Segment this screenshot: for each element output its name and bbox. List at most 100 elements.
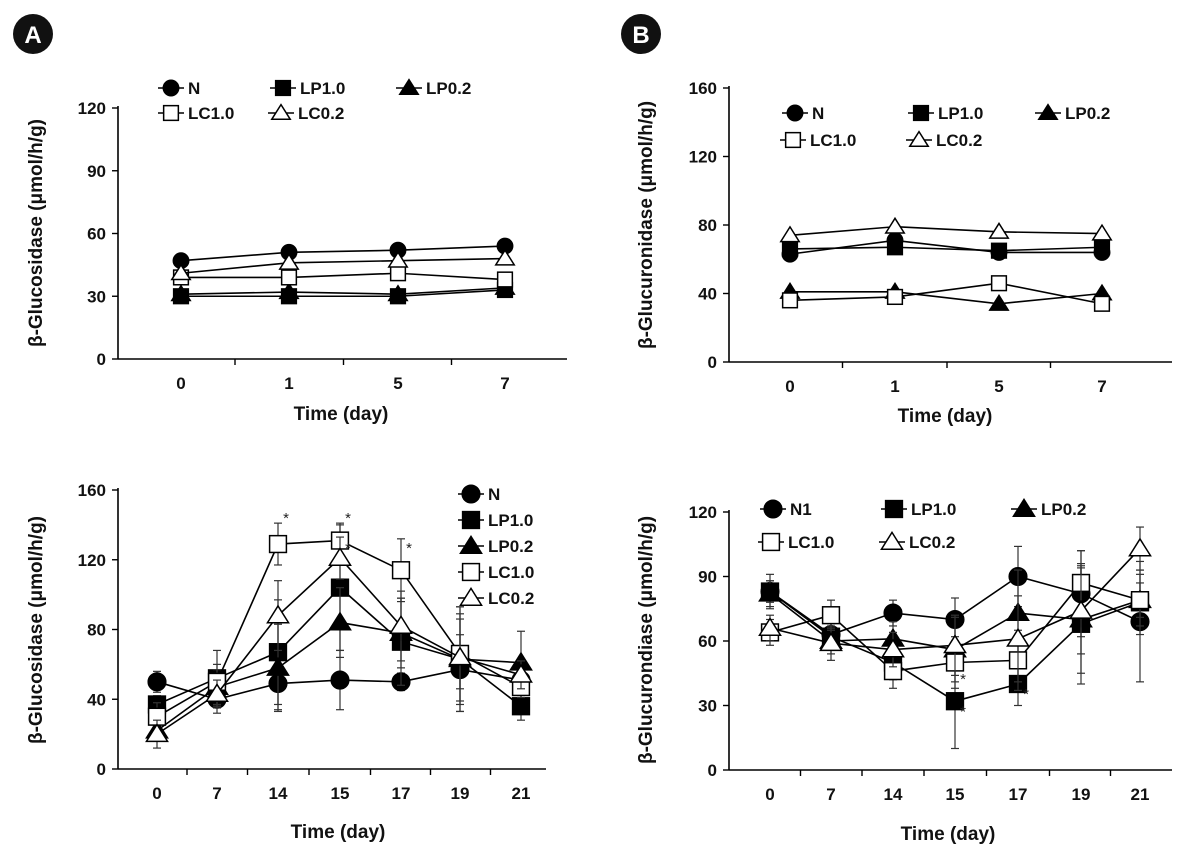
- data-point: [821, 606, 841, 625]
- series-line: [180, 257, 506, 275]
- legend-marker: [784, 131, 802, 149]
- data-point: [1091, 223, 1113, 241]
- x-axis-title: Time (day): [291, 822, 386, 843]
- data-point: [1006, 627, 1030, 647]
- legend-marker: [884, 499, 904, 519]
- legend-item: N: [158, 79, 200, 98]
- data-point: [266, 604, 290, 624]
- legend-label: LP1.0: [488, 511, 533, 530]
- legend-marker: [912, 104, 930, 122]
- data-point: [205, 683, 229, 702]
- data-point: [496, 271, 514, 288]
- x-tick-label: 15: [946, 785, 965, 804]
- legend-item: N: [458, 484, 500, 504]
- legend-marker: [763, 499, 783, 519]
- panel-b-letter: B: [632, 22, 649, 49]
- legend-label: N1: [790, 500, 812, 519]
- legend-item: LP1.0: [881, 499, 956, 519]
- legend-marker: [162, 79, 180, 97]
- legend-item: N: [782, 104, 824, 123]
- legend-item: LP1.0: [458, 510, 533, 530]
- x-tick-label: 17: [1009, 785, 1028, 804]
- x-tick-label: 1: [890, 377, 899, 396]
- x-tick-label: 1: [284, 374, 293, 393]
- data-point: [328, 611, 352, 631]
- x-tick-label: 0: [765, 785, 774, 804]
- data-point: [266, 656, 290, 676]
- y-tick-label: 160: [689, 79, 717, 98]
- legend-label: LC1.0: [488, 563, 534, 582]
- series-line: [181, 289, 506, 298]
- x-tick-label: 0: [176, 374, 185, 393]
- x-tick-label: 19: [1072, 785, 1091, 804]
- legend-label: LP0.2: [426, 79, 471, 98]
- data-point: [1093, 239, 1111, 256]
- series-line: [789, 246, 1103, 252]
- x-tick-label: 5: [393, 374, 402, 393]
- data-point: [883, 603, 903, 623]
- x-tick-label: 7: [826, 785, 835, 804]
- legend-marker: [1012, 497, 1036, 517]
- series-lp0-2: [779, 281, 1113, 311]
- data-point: [988, 293, 1010, 311]
- legend-item: LP0.2: [1035, 103, 1110, 123]
- data-point: [886, 239, 904, 256]
- y-tick-label: 90: [87, 162, 106, 181]
- legend-label: LP0.2: [488, 537, 533, 556]
- x-tick-label: 14: [884, 785, 903, 804]
- legend-item: N1: [760, 499, 812, 519]
- series-lc0-2: [145, 536, 533, 749]
- legend-label: LC0.2: [488, 589, 534, 608]
- y-tick-label: 0: [708, 353, 717, 372]
- legend-label: LC0.2: [936, 131, 982, 150]
- data-point: [278, 252, 300, 270]
- y-axis-title: β-Glucosidase (μmol/h/g): [26, 516, 47, 744]
- legend-label: LC0.2: [298, 104, 344, 123]
- y-tick-label: 0: [708, 761, 717, 780]
- legend-label: LP0.2: [1065, 104, 1110, 123]
- legend-label: N: [188, 79, 200, 98]
- legend-label: LC1.0: [188, 104, 234, 123]
- data-point: [278, 282, 300, 300]
- legend-item: LC0.2: [879, 530, 955, 552]
- y-tick-label: 60: [698, 632, 717, 651]
- y-tick-label: 120: [78, 551, 106, 570]
- legend-item: LP0.2: [396, 78, 471, 98]
- legend-item: LC1.0: [758, 532, 834, 552]
- legend-item: LC1.0: [780, 131, 856, 150]
- panel-a-letter: A: [24, 22, 41, 49]
- legend-marker: [880, 530, 904, 550]
- legend-marker: [459, 534, 483, 554]
- x-axis-title: Time (day): [901, 824, 996, 845]
- chart-a-top-glucosidase: 0 30 60 90 120 0 1 5 7 Time (day) β-Glucosidase (μ…: [26, 78, 567, 425]
- data-point: [511, 697, 531, 716]
- legend-marker: [908, 130, 930, 148]
- legend-label: LP1.0: [300, 79, 345, 98]
- series-n: [172, 237, 514, 270]
- legend-label: LC0.2: [909, 533, 955, 552]
- legend-item: LC1.0: [158, 104, 234, 123]
- chart-a-bottom-glucosidase: 0 40 80 120 160 0 7 14 15 17 19 21 Time (day) β-Gluco…: [26, 481, 546, 843]
- x-tick-label: 17: [392, 784, 411, 803]
- legend: N LP1.0 LP0.2 LC1.0 LC0.2: [158, 78, 471, 123]
- legend-marker: [461, 484, 481, 504]
- data-point: [886, 288, 904, 306]
- legend-item: LC0.2: [906, 130, 982, 150]
- x-tick-label: 14: [269, 784, 288, 803]
- legend: N LP1.0 LP0.2 LC1.0 LC0.2: [780, 103, 1110, 150]
- data-point: [1128, 537, 1152, 557]
- series-n: [781, 231, 1111, 263]
- x-tick-label: 7: [212, 784, 221, 803]
- data-point: [387, 284, 409, 302]
- data-point: [387, 250, 409, 268]
- data-point: [990, 242, 1008, 259]
- chart-b-top-glucuronidase: 0 40 80 120 160 0 1 5 7 Time (day) β-Glucuronidase…: [636, 79, 1172, 427]
- legend-marker: [459, 586, 483, 606]
- legend-item: LP1.0: [908, 104, 983, 123]
- series-lc0-2: [758, 526, 1152, 683]
- legend-marker: [270, 103, 292, 121]
- data-point: [509, 663, 533, 683]
- y-tick-label: 40: [87, 690, 106, 709]
- y-tick-label: 120: [689, 148, 717, 167]
- legend-item: LC0.2: [458, 586, 534, 608]
